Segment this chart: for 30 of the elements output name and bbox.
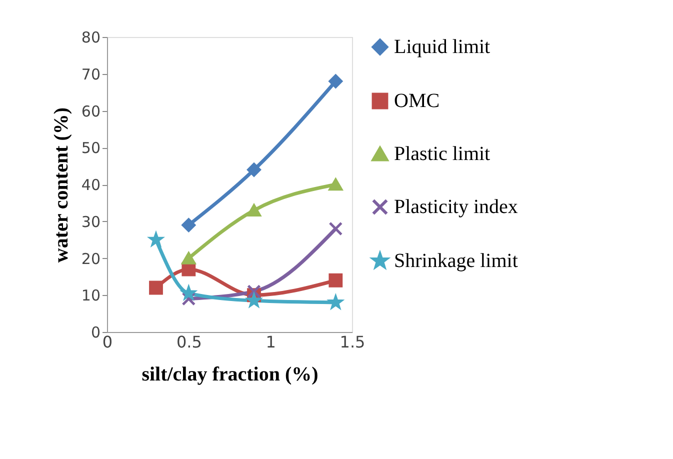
- point: [247, 162, 261, 177]
- legend-label: Plastic limit: [394, 143, 491, 165]
- point: [328, 273, 343, 288]
- point: [182, 252, 196, 264]
- y-tick-label: 50: [81, 139, 100, 158]
- y-tick-label: 80: [81, 28, 100, 46]
- y-tick-label: 40: [81, 176, 100, 194]
- point: [182, 218, 196, 232]
- point: [328, 178, 343, 191]
- x-tick-label: 1.5: [340, 332, 366, 352]
- y-tick-label: 60: [81, 102, 100, 120]
- y-tick-label: 70: [81, 65, 100, 84]
- legend-label: Plasticity index: [394, 196, 518, 218]
- point: [247, 284, 261, 298]
- point: [149, 280, 163, 295]
- x-tick-label: 1: [266, 332, 276, 352]
- x-tick-label: 0.5: [176, 332, 202, 352]
- x-axis-title: silt/clay fraction (%): [142, 364, 318, 386]
- y-tick-label: 30: [81, 212, 100, 231]
- y-tick-label: 10: [81, 286, 100, 305]
- x-tick-label: 0: [102, 332, 113, 352]
- y-axis-title: water content (%): [50, 107, 72, 263]
- y-tick-label: 20: [81, 250, 100, 268]
- point: [328, 222, 343, 236]
- legend-label: Shrinkage limit: [394, 250, 518, 272]
- legend-label: Liquid limit: [394, 36, 491, 58]
- point: [328, 74, 343, 88]
- point: [247, 204, 261, 216]
- legend-label: OMC: [394, 90, 440, 112]
- point: [182, 262, 196, 276]
